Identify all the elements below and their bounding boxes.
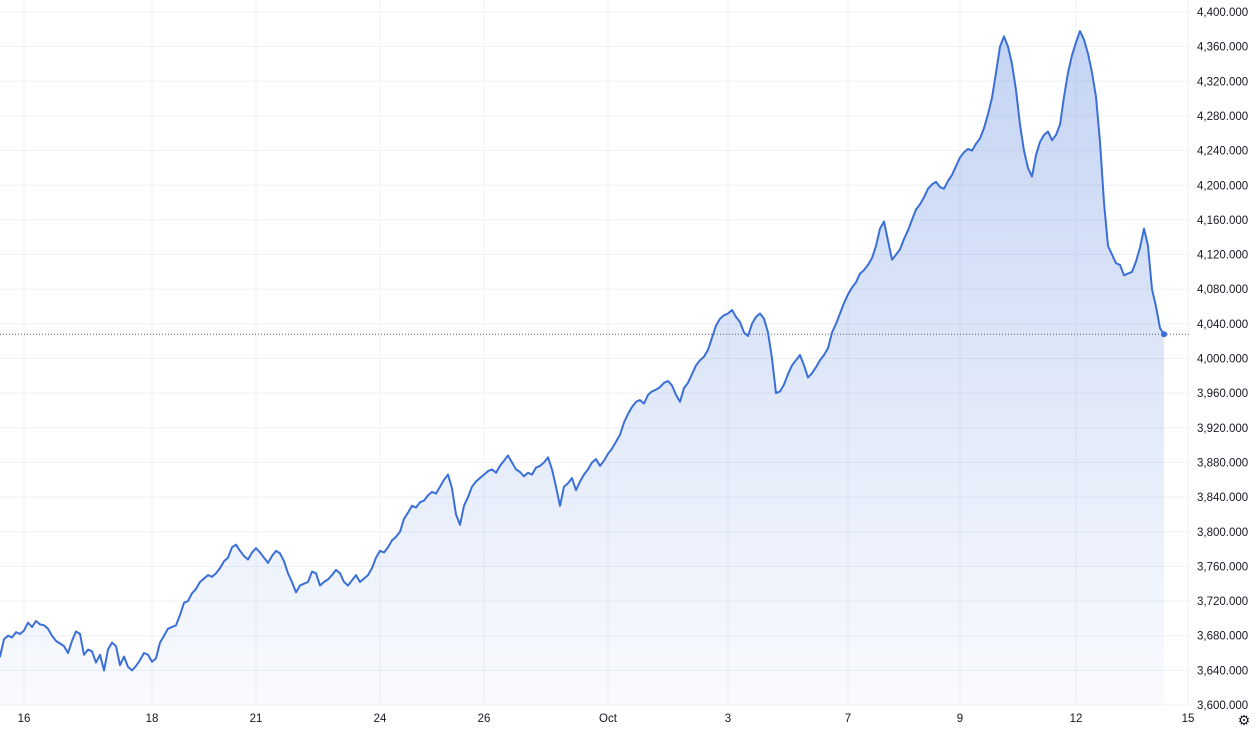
y-tick-label: 4,280.000 — [1197, 111, 1248, 123]
series-line — [0, 30, 1167, 672]
y-tick-label: 4,160.000 — [1197, 215, 1248, 227]
x-tick-label: 7 — [845, 713, 851, 725]
x-tick-label: 15 — [1182, 713, 1195, 725]
last-point-marker — [1161, 331, 1167, 338]
x-tick-label: 26 — [478, 713, 491, 725]
y-tick-label: 4,400.000 — [1197, 7, 1248, 19]
x-tick-label: 12 — [1070, 713, 1083, 725]
area-fill-path — [0, 31, 1164, 706]
y-tick-label: 3,800.000 — [1197, 527, 1248, 539]
y-tick-label: 3,600.000 — [1197, 700, 1248, 712]
y-axis: 4,400.000 4,360.000 4,320.000 4,280.000 4,24… — [1197, 7, 1248, 712]
x-tick-label: 24 — [374, 713, 387, 725]
x-axis: 1618212426Oct3791215172123 — [18, 713, 1195, 725]
y-tick-label: 3,840.000 — [1197, 492, 1248, 504]
y-tick-label: 4,360.000 — [1197, 42, 1248, 54]
x-tick-label: 18 — [146, 713, 159, 725]
gear-icon[interactable]: ⚙ — [1237, 711, 1251, 728]
y-tick-label: 4,040.000 — [1197, 319, 1248, 331]
area-fill — [0, 31, 1164, 706]
y-tick-label: 4,320.000 — [1197, 76, 1248, 88]
y-tick-label: 3,640.000 — [1197, 665, 1248, 677]
y-tick-label: 3,680.000 — [1197, 631, 1248, 643]
y-tick-label: 3,760.000 — [1197, 561, 1248, 573]
y-tick-label: 3,880.000 — [1197, 457, 1248, 469]
y-tick-label: 4,200.000 — [1197, 180, 1248, 192]
y-tick-label: 4,000.000 — [1197, 354, 1248, 366]
price-line — [0, 30, 1165, 672]
x-tick-label: 9 — [957, 713, 963, 725]
y-tick-label: 4,080.000 — [1197, 284, 1248, 296]
x-tick-label: 16 — [18, 713, 31, 725]
y-tick-label: 3,960.000 — [1197, 388, 1248, 400]
x-tick-label: 21 — [250, 713, 263, 725]
x-tick-label: 3 — [725, 713, 731, 725]
y-tick-label: 4,120.000 — [1197, 250, 1248, 262]
y-tick-label: 4,240.000 — [1197, 146, 1248, 158]
y-tick-label: 3,720.000 — [1197, 596, 1248, 608]
y-tick-label: 3,920.000 — [1197, 423, 1248, 435]
x-tick-label: Oct — [599, 713, 618, 725]
